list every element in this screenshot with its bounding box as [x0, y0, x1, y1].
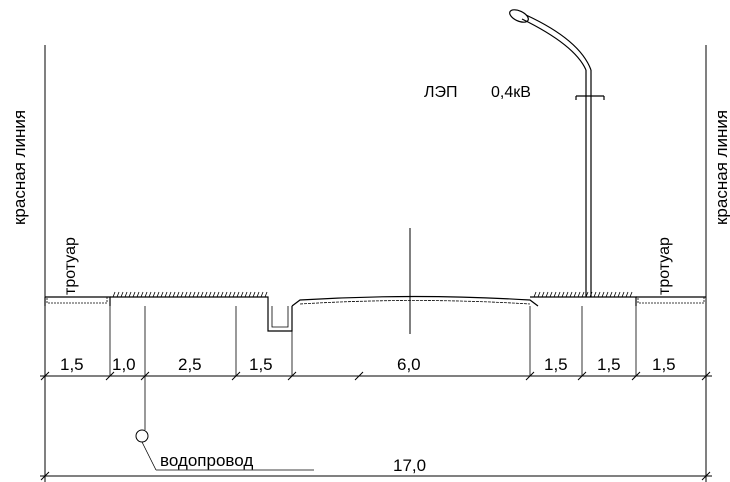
segment-label-3: 2,5 [178, 355, 202, 374]
segment-label-8: 1,5 [652, 355, 676, 374]
power-line-label: ЛЭП [424, 84, 458, 101]
ground-profile [44, 295, 706, 332]
grass-hatching-right [533, 291, 633, 298]
total-width-label: 17,0 [393, 456, 426, 475]
sidewalk-label-right: тротуар [656, 237, 673, 295]
segment-label-1: 1,5 [60, 355, 84, 374]
dimension-ticks [40, 371, 711, 381]
voltage-label: 0,4кВ [491, 84, 531, 101]
water-pipe-callout-line [141, 441, 157, 471]
segment-label-4: 1,5 [249, 355, 273, 374]
segment-label-6: 1,5 [544, 355, 568, 374]
red-line-label-right: красная линия [712, 110, 730, 225]
water-pipe-symbol [135, 429, 149, 443]
segment-label-7: 1,5 [597, 355, 621, 374]
water-pipe-label: водопровод [160, 451, 253, 470]
sidewalk-label-left: тротуар [62, 237, 79, 295]
total-dimension-ticks [40, 471, 711, 481]
red-line-label-left: красная линия [10, 110, 29, 225]
dimension-extension-lines [109, 306, 637, 376]
segment-label-2: 1,0 [112, 355, 136, 374]
grass-hatching-left [112, 291, 268, 298]
street-lamp [509, 9, 605, 297]
segment-label-5: 6,0 [397, 355, 421, 374]
